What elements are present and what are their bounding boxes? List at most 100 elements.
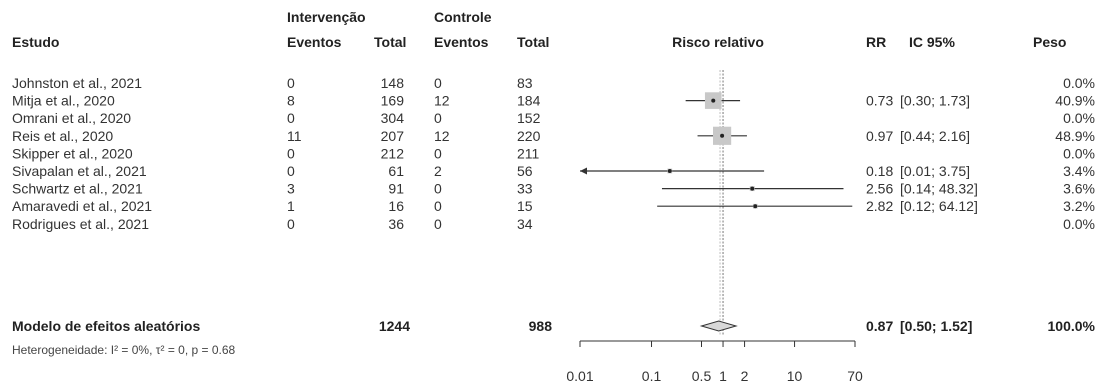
header-plot-title: Risco relativo [672, 34, 764, 50]
study-rows: Johnston et al., 2021 0 148 0 83 0.0%Mitja et… [12, 75, 1095, 232]
x-tick-label: 0.5 [692, 368, 712, 384]
row-weight: 0.0% [1063, 110, 1095, 126]
row-rr: 0.73 [866, 93, 893, 109]
row-study: Sivapalan et al., 2021 [12, 163, 147, 179]
summary-total-1: 1244 [379, 318, 410, 334]
row-total-2: 33 [517, 181, 533, 197]
row-weight: 0.0% [1063, 216, 1095, 232]
row-events-1: 3 [287, 181, 295, 197]
row-total-1: 304 [381, 110, 405, 126]
row-events-2: 0 [434, 181, 442, 197]
row-weight: 0.0% [1063, 145, 1095, 161]
row-events-1: 0 [287, 110, 295, 126]
row-total-1: 36 [388, 216, 404, 232]
pooled-diamond [699, 320, 738, 332]
header-events-2: Eventos [434, 34, 489, 50]
row-rr: 0.18 [866, 163, 893, 179]
row-events-2: 0 [434, 198, 442, 214]
row-total-2: 211 [517, 145, 540, 161]
x-tick-label: 1 [719, 368, 727, 384]
point-estimate [667, 169, 672, 173]
row-weight: 3.2% [1063, 198, 1095, 214]
row-events-2: 0 [434, 75, 442, 91]
x-tick-label: 2 [741, 368, 749, 384]
row-ci: [0.14; 48.32] [900, 181, 978, 197]
row-weight: 3.6% [1063, 181, 1095, 197]
row-total-2: 56 [517, 163, 533, 179]
row-events-1: 0 [287, 216, 295, 232]
row-total-1: 61 [388, 163, 404, 179]
row-ci: [0.01; 3.75] [900, 163, 970, 179]
row-events-1: 11 [287, 128, 302, 144]
row-total-1: 91 [388, 181, 404, 197]
header-events-1: Eventos [287, 34, 342, 50]
row-rr: 2.82 [866, 198, 893, 214]
row-total-2: 34 [517, 216, 533, 232]
row-study: Omrani et al., 2020 [12, 110, 131, 126]
heterogeneity-text: Heterogeneidade: I² = 0%, τ² = 0, p = 0.… [12, 343, 236, 357]
row-total-2: 152 [517, 110, 541, 126]
row-study: Reis et al., 2020 [12, 128, 113, 144]
header-group-intervention: Intervenção [287, 9, 366, 25]
header-weight: Peso [1033, 34, 1066, 50]
row-events-1: 8 [287, 93, 295, 109]
row-total-2: 184 [517, 93, 541, 109]
row-events-1: 0 [287, 163, 295, 179]
summary-weight: 100.0% [1048, 318, 1096, 334]
row-weight: 40.9% [1055, 93, 1095, 109]
header-rr: RR [866, 34, 886, 50]
header-study: Estudo [12, 34, 59, 50]
x-tick-label: 70 [847, 368, 863, 384]
row-total-1: 169 [381, 93, 405, 109]
row-total-2: 15 [517, 198, 533, 214]
header-ci: IC 95% [909, 34, 955, 50]
header-total-1: Total [374, 34, 406, 50]
row-ci: [0.44; 2.16] [900, 128, 970, 144]
x-tick-label: 0.1 [642, 368, 662, 384]
row-study: Rodrigues et al., 2021 [12, 216, 149, 232]
row-events-2: 0 [434, 216, 442, 232]
row-events-1: 1 [287, 198, 295, 214]
row-study: Mitja et al., 2020 [12, 93, 115, 109]
row-total-1: 148 [381, 75, 405, 91]
row-study: Skipper et al., 2020 [12, 145, 133, 161]
row-total-1: 16 [388, 198, 404, 214]
row-total-2: 83 [517, 75, 533, 91]
row-events-2: 12 [434, 128, 450, 144]
row-events-1: 0 [287, 75, 295, 91]
ci-arrow [580, 167, 587, 175]
row-events-1: 0 [287, 145, 295, 161]
summary-label: Modelo de efeitos aleatórios [12, 318, 200, 334]
row-study: Johnston et al., 2021 [12, 75, 142, 91]
header-total-2: Total [517, 34, 549, 50]
row-study: Schwartz et al., 2021 [12, 181, 143, 197]
point-estimate [750, 186, 755, 191]
row-events-2: 0 [434, 145, 442, 161]
summary-ci: [0.50; 1.52] [900, 318, 972, 334]
point-estimate [720, 133, 725, 138]
point-estimate [753, 204, 758, 209]
row-events-2: 12 [434, 93, 450, 109]
row-rr: 2.56 [866, 181, 893, 197]
x-tick-label: 10 [787, 368, 803, 384]
row-total-1: 207 [381, 128, 405, 144]
row-ci: [0.30; 1.73] [900, 93, 970, 109]
plot-marks [580, 70, 853, 336]
x-tick-label: 0.01 [566, 368, 593, 384]
row-weight: 0.0% [1063, 75, 1095, 91]
row-study: Amaravedi et al., 2021 [12, 198, 152, 214]
row-ci: [0.12; 64.12] [900, 198, 978, 214]
row-weight: 3.4% [1063, 163, 1095, 179]
row-events-2: 2 [434, 163, 442, 179]
summary-rr: 0.87 [866, 318, 893, 334]
row-rr: 0.97 [866, 128, 893, 144]
row-total-2: 220 [517, 128, 541, 144]
point-estimate [711, 98, 716, 103]
row-total-1: 212 [381, 145, 405, 161]
row-events-2: 0 [434, 110, 442, 126]
row-weight: 48.9% [1055, 128, 1095, 144]
x-axis: 0.01 0.1 0.5 1 2 10 70 [566, 340, 863, 384]
header-group-control: Controle [434, 9, 492, 25]
summary-total-2: 988 [529, 318, 553, 334]
